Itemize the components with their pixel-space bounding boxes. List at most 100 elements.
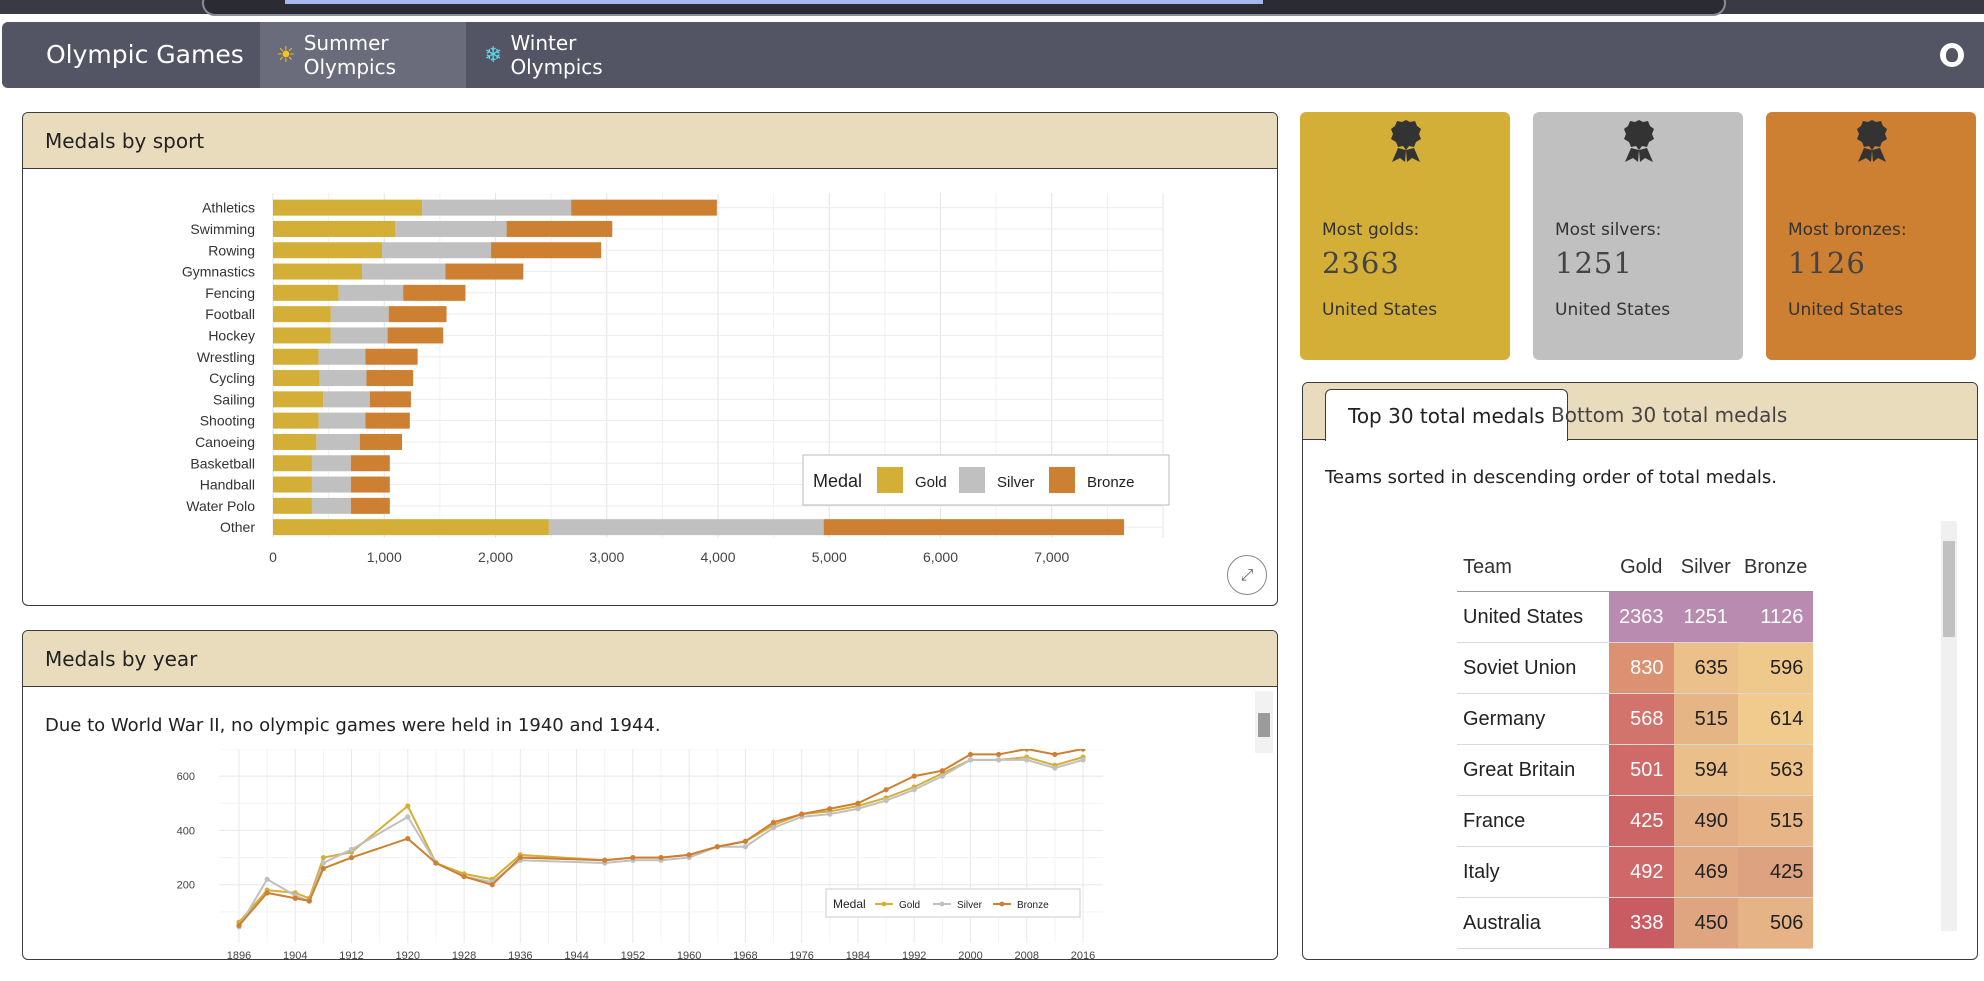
table-row: France 425 490 515 xyxy=(1457,795,1814,847)
x-tick-label: 1936 xyxy=(508,950,532,959)
medal-icon xyxy=(1391,120,1421,162)
card-header: Medals by year xyxy=(23,631,1277,687)
tab-top-30[interactable]: Top 30 total medals xyxy=(1325,389,1568,441)
bar-bronze xyxy=(350,455,390,472)
bar-bronze xyxy=(571,199,717,216)
table-scrollbar[interactable] xyxy=(1941,521,1957,931)
cell-silver: 515 xyxy=(1673,693,1738,745)
legend-label: Silver xyxy=(957,900,983,911)
point-bronze xyxy=(911,773,917,779)
legend-swatch-dot xyxy=(881,901,887,907)
x-tick-label: 1976 xyxy=(789,950,813,959)
point-bronze xyxy=(630,854,636,861)
bar-gold xyxy=(273,242,383,259)
address-bar[interactable] xyxy=(202,0,1726,16)
card-title: Medals by year xyxy=(45,646,198,671)
cell-team: United States xyxy=(1457,591,1609,643)
point-bronze xyxy=(799,811,805,817)
bar-bronze xyxy=(365,412,410,429)
bar-silver xyxy=(422,199,572,216)
cell-bronze: 515 xyxy=(1738,795,1814,847)
chart-legend: Medal Gold Silver Bronze xyxy=(825,888,1081,918)
point-silver xyxy=(742,844,749,850)
legend-box xyxy=(802,454,1170,506)
bar-silver xyxy=(548,519,824,536)
scroll-thumb[interactable] xyxy=(1258,713,1270,737)
snowflake-icon: ❄ xyxy=(484,42,503,68)
expand-icon[interactable]: ⤢ xyxy=(1227,555,1267,595)
point-silver xyxy=(264,876,270,882)
bar-silver xyxy=(362,263,446,280)
col-bronze[interactable]: Bronze xyxy=(1738,543,1814,592)
value-box-team: United States xyxy=(1555,300,1671,320)
cell-gold: 2363 xyxy=(1609,591,1674,643)
cell-silver: 450 xyxy=(1673,897,1738,949)
category-label: Swimming xyxy=(190,221,255,237)
category-label: Basketball xyxy=(190,455,255,471)
x-tick-label: 1928 xyxy=(452,950,476,959)
bar-gold xyxy=(273,284,339,301)
tab-summer-olympics[interactable]: ☀ Summer Olympics xyxy=(260,22,466,88)
bar-silver xyxy=(330,327,388,344)
tab-bar: Top 30 total medals Bottom 30 total meda… xyxy=(1303,383,1977,441)
bar-gold xyxy=(273,455,312,472)
scroll-thumb[interactable] xyxy=(1943,541,1955,637)
category-label: Water Polo xyxy=(186,498,255,514)
point-silver xyxy=(320,860,326,866)
point-silver xyxy=(911,787,917,793)
year-line-chart: 200 400 600 1896 1904 1912 1920 1928 1936 1944 195… xyxy=(177,749,1103,959)
bar-gold xyxy=(273,412,319,429)
bar-silver xyxy=(319,370,367,387)
table-row: United States 2363 1251 1126 xyxy=(1457,591,1814,643)
point-bronze xyxy=(1080,749,1086,752)
brand-title[interactable]: Olympic Games xyxy=(46,40,244,69)
point-bronze xyxy=(405,835,411,842)
x-tick-label: 6,000 xyxy=(923,549,958,565)
category-label: Other xyxy=(220,519,255,535)
bar-bronze xyxy=(387,327,444,344)
tab-bottom-30[interactable]: Bottom 30 total medals xyxy=(1551,403,1788,427)
point-bronze xyxy=(489,882,495,888)
bar-silver xyxy=(330,306,389,323)
x-tick-label: 1968 xyxy=(733,950,757,959)
bar-silver xyxy=(311,455,351,472)
x-tick-label: 4,000 xyxy=(700,549,735,565)
point-silver xyxy=(827,811,833,817)
tab-winter-olympics[interactable]: ❄ Winter Olympics xyxy=(468,22,658,88)
bar-gold xyxy=(273,391,324,408)
category-label: Gymnastics xyxy=(182,264,255,280)
x-tick-label: 1896 xyxy=(227,950,251,959)
point-bronze xyxy=(658,854,664,861)
bar-bronze xyxy=(491,242,602,259)
legend-swatch xyxy=(877,467,903,493)
legend-label: Silver xyxy=(997,474,1035,491)
bar-silver xyxy=(311,497,351,514)
bar-gold xyxy=(273,348,319,365)
bar-silver xyxy=(323,391,370,408)
point-bronze xyxy=(1052,751,1058,758)
value-box-label: Most golds: xyxy=(1322,220,1420,240)
cell-silver: 490 xyxy=(1673,795,1738,847)
bar-bronze xyxy=(823,519,1125,536)
x-tick-label: 2,000 xyxy=(478,549,513,565)
table-header-row: Team Gold Silver Bronze xyxy=(1457,543,1814,592)
x-tick-label: 2016 xyxy=(1071,950,1095,959)
col-silver[interactable]: Silver xyxy=(1673,543,1738,592)
note-scrollbar[interactable] xyxy=(1255,691,1273,753)
bar-bronze xyxy=(388,306,447,323)
legend-label: Gold xyxy=(915,474,947,491)
category-label: Athletics xyxy=(202,200,255,216)
cell-team: France xyxy=(1457,795,1609,847)
table-row: Italy 492 469 425 xyxy=(1457,846,1814,898)
value-box-silver: Most silvers: 1251 United States xyxy=(1533,112,1743,360)
bar-bronze xyxy=(445,263,524,280)
col-gold[interactable]: Gold xyxy=(1609,543,1674,592)
bar-gold xyxy=(273,370,320,387)
col-team[interactable]: Team xyxy=(1457,543,1609,592)
github-icon[interactable] xyxy=(1940,43,1964,67)
value-box-bronze: Most bronzes: 1126 United States xyxy=(1766,112,1976,360)
cell-team: Italy xyxy=(1457,846,1609,898)
x-tick-label: 7,000 xyxy=(1034,549,1069,565)
point-bronze xyxy=(348,854,355,861)
bar-bronze xyxy=(365,348,418,365)
